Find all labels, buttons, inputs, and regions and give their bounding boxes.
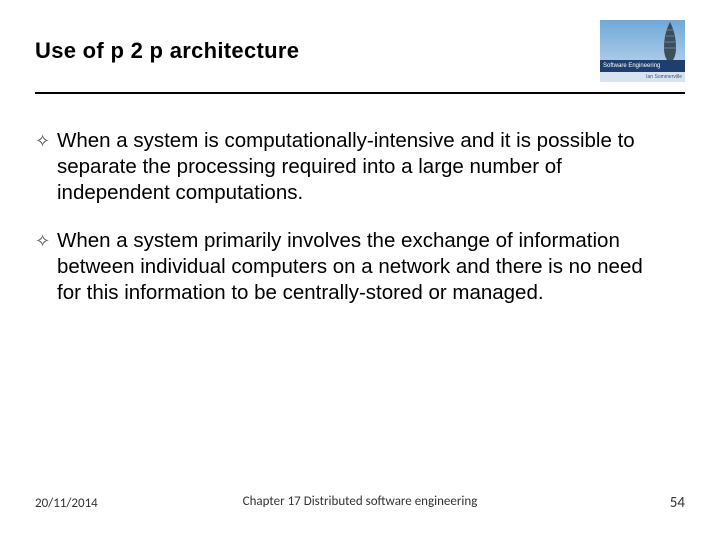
footer: 20/11/2014 Chapter 17 Distributed softwa… [35, 494, 685, 512]
bullet-item: ✧ When a system primarily involves the e… [35, 228, 670, 306]
header: Use of p 2 p architecture [35, 38, 685, 64]
title-rule [35, 92, 685, 94]
bullet-marker-icon: ✧ [35, 228, 57, 254]
logo-band-text: Software Engineering [600, 60, 685, 72]
bullet-text: When a system is computationally-intensi… [57, 128, 670, 206]
slide-title: Use of p 2 p architecture [35, 38, 685, 64]
bullet-marker-icon: ✧ [35, 128, 57, 154]
footer-page-number: 54 [670, 494, 685, 512]
footer-chapter: Chapter 17 Distributed software engineer… [243, 494, 478, 509]
slide: Use of p 2 p architecture Software Engin… [0, 0, 720, 540]
building-icon [661, 22, 679, 62]
logo-sub-text: Ian Sommerville [600, 72, 685, 82]
book-cover-logo: Software Engineering Ian Sommerville [600, 20, 685, 82]
body: ✧ When a system is computationally-inten… [35, 128, 670, 328]
bullet-item: ✧ When a system is computationally-inten… [35, 128, 670, 206]
bullet-text: When a system primarily involves the exc… [57, 228, 670, 306]
footer-date: 20/11/2014 [35, 496, 98, 511]
